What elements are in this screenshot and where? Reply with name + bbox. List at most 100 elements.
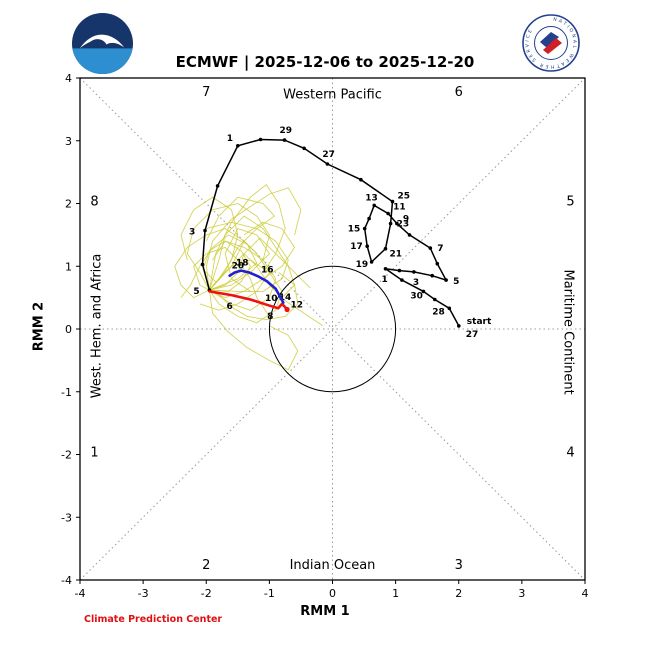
day-label: start <box>467 317 492 327</box>
day-label: 5 <box>193 287 199 297</box>
day-label: 15 <box>348 225 361 235</box>
tick-label: -1 <box>264 587 275 600</box>
observed-point <box>444 278 448 282</box>
tick-label: -2 <box>61 449 72 462</box>
observed-point <box>383 246 388 251</box>
observed-point <box>282 138 287 142</box>
ensemble-member-line <box>202 240 251 292</box>
tick-label: 4 <box>65 72 72 85</box>
tick-label: -3 <box>61 511 72 524</box>
gridlines <box>79 77 586 581</box>
observed-point <box>395 221 399 226</box>
observed-point <box>400 278 404 282</box>
noaa-logo-svg <box>71 12 134 75</box>
observed-point <box>430 273 435 278</box>
phase-number: 2 <box>202 558 210 573</box>
observed-point <box>383 267 388 271</box>
ensemble-member-line <box>209 240 277 311</box>
day-label: 11 <box>393 203 406 213</box>
day-label: 3 <box>413 278 419 288</box>
ensemble-member-line <box>180 234 258 298</box>
forecast-endpoint-marker <box>284 306 290 313</box>
observed-point <box>407 233 412 237</box>
ensemble-member-line <box>208 215 296 298</box>
phase-number: 6 <box>455 85 463 100</box>
phase-number-labels: 7 68 51 42 3 <box>90 85 574 573</box>
day-label: 7 <box>437 244 443 254</box>
tick-label: -1 <box>61 386 72 399</box>
day-label: 1 <box>227 134 233 144</box>
nws-logo: NATIONAL WEATHER SERVICE <box>522 14 580 76</box>
observed-point <box>388 221 393 226</box>
region-label: Western Pacific <box>283 87 382 102</box>
observed-point <box>203 228 207 233</box>
noaa-gull-icon <box>79 34 125 49</box>
tick-label: 3 <box>65 135 72 148</box>
forecast-mean-line-late <box>228 269 285 304</box>
day-label: 28 <box>432 307 445 317</box>
observed-point <box>367 216 371 221</box>
page-title: ECMWF | 2025-12-06 to 2025-12-20 <box>175 53 475 71</box>
day-label: 18 <box>236 259 249 269</box>
unit-circle <box>268 265 397 393</box>
tick-label: 1 <box>65 260 72 273</box>
forecast-mean-line-early <box>208 290 289 311</box>
observed-series <box>200 137 461 328</box>
tick-label: -4 <box>75 587 86 600</box>
ensemble-member-line <box>206 221 289 292</box>
ensemble-member-line <box>199 240 270 311</box>
observed-point <box>372 203 377 208</box>
day-label: 21 <box>390 250 403 260</box>
observed-point <box>302 146 306 151</box>
day-label: 13 <box>365 193 378 203</box>
ensemble-member-line <box>193 246 270 317</box>
x-axis-label: RMM 1 <box>300 604 350 619</box>
day-label: 20 <box>232 262 245 272</box>
day-label: 23 <box>397 220 410 230</box>
tick-label: -3 <box>138 587 149 600</box>
observed-point <box>433 297 437 302</box>
observed-point <box>457 324 461 328</box>
ensemble-members <box>174 184 324 371</box>
observed-point <box>447 306 452 311</box>
region-label: West. Hem. and Africa <box>89 254 104 399</box>
day-label: 5 <box>453 277 459 287</box>
day-label: 1 <box>382 275 388 285</box>
observed-point <box>359 177 363 182</box>
y-axis-label: RMM 2 <box>31 301 47 352</box>
ensemble-member-line <box>209 272 299 321</box>
day-label: 16 <box>261 265 274 275</box>
credit-text: Climate Prediction Center <box>84 614 223 625</box>
phase-number: 8 <box>90 195 98 210</box>
ensemble-member-line <box>180 196 239 291</box>
observed-point <box>390 199 395 204</box>
tick-label: 1 <box>392 587 399 600</box>
phase-number: 3 <box>455 558 463 573</box>
day-label: 10 <box>265 294 278 304</box>
tick-label: 2 <box>65 198 72 211</box>
tick-label: 3 <box>518 587 525 600</box>
region-labels: Western Pacific Indian Ocean West. Hem. an… <box>89 87 575 573</box>
day-label: 9 <box>403 215 409 225</box>
observed-point <box>325 162 330 166</box>
observed-point <box>397 268 402 273</box>
day-label: 27 <box>322 150 335 160</box>
day-label: 14 <box>279 293 292 303</box>
nws-logo-svg: NATIONAL WEATHER SERVICE <box>522 14 580 72</box>
observed-point <box>369 260 374 264</box>
forecast-mean-series <box>208 269 290 313</box>
region-label: Indian Ocean <box>290 558 376 573</box>
ensemble-member-line <box>208 290 299 371</box>
tick-label: 0 <box>65 323 72 336</box>
observed-point <box>435 261 440 266</box>
tick-label: 0 <box>329 587 336 600</box>
phase-number: 7 <box>202 85 210 100</box>
nws-red-band-icon <box>543 38 562 54</box>
region-label: Maritime Continent <box>561 269 576 394</box>
phase-number: 4 <box>566 446 574 461</box>
tick-label: -4 <box>61 574 72 587</box>
